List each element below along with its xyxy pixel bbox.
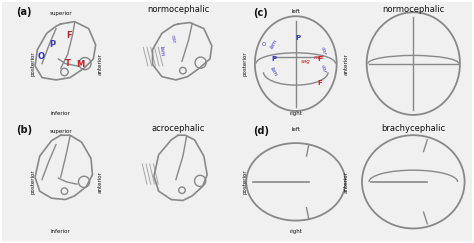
Text: anterior: anterior — [98, 171, 103, 193]
Text: P: P — [49, 40, 55, 49]
Text: inferior: inferior — [51, 111, 71, 116]
Text: brachycephalic: brachycephalic — [381, 123, 446, 132]
Text: posterior: posterior — [30, 51, 35, 76]
Text: inferior: inferior — [51, 229, 71, 234]
Text: right: right — [289, 229, 302, 234]
Text: posterior: posterior — [243, 170, 247, 194]
Text: lam: lam — [159, 45, 165, 56]
Text: O: O — [37, 52, 45, 61]
Text: lam: lam — [269, 66, 279, 78]
Text: T: T — [65, 59, 71, 68]
Text: right: right — [289, 111, 302, 116]
Text: M: M — [76, 60, 84, 69]
Text: (a): (a) — [17, 7, 32, 17]
Text: anterior: anterior — [344, 171, 349, 193]
Text: anterior: anterior — [98, 53, 103, 75]
Text: anterior: anterior — [344, 53, 349, 75]
Text: met: met — [314, 55, 325, 60]
Text: F: F — [66, 31, 72, 40]
Text: normocephalic: normocephalic — [147, 5, 210, 14]
Text: posterior: posterior — [243, 51, 247, 76]
Text: P: P — [295, 35, 301, 41]
Text: acrocephalic: acrocephalic — [152, 123, 205, 132]
Text: posterior: posterior — [30, 170, 35, 194]
Text: superior: superior — [49, 129, 72, 134]
Text: left: left — [292, 9, 300, 14]
Text: superior: superior — [49, 11, 72, 16]
Text: P: P — [272, 56, 277, 62]
Text: cor: cor — [319, 46, 327, 56]
Text: cor: cor — [319, 64, 327, 73]
Text: F: F — [317, 56, 322, 62]
Text: normocephalic: normocephalic — [382, 5, 445, 14]
Text: O: O — [261, 42, 265, 47]
Text: lam: lam — [269, 38, 279, 50]
Text: (c): (c) — [253, 8, 267, 18]
Text: sag: sag — [301, 59, 310, 64]
Text: cor: cor — [169, 34, 176, 43]
Text: left: left — [292, 127, 300, 132]
Text: (d): (d) — [253, 126, 269, 137]
Text: (b): (b) — [17, 125, 33, 135]
Text: F: F — [317, 80, 322, 86]
